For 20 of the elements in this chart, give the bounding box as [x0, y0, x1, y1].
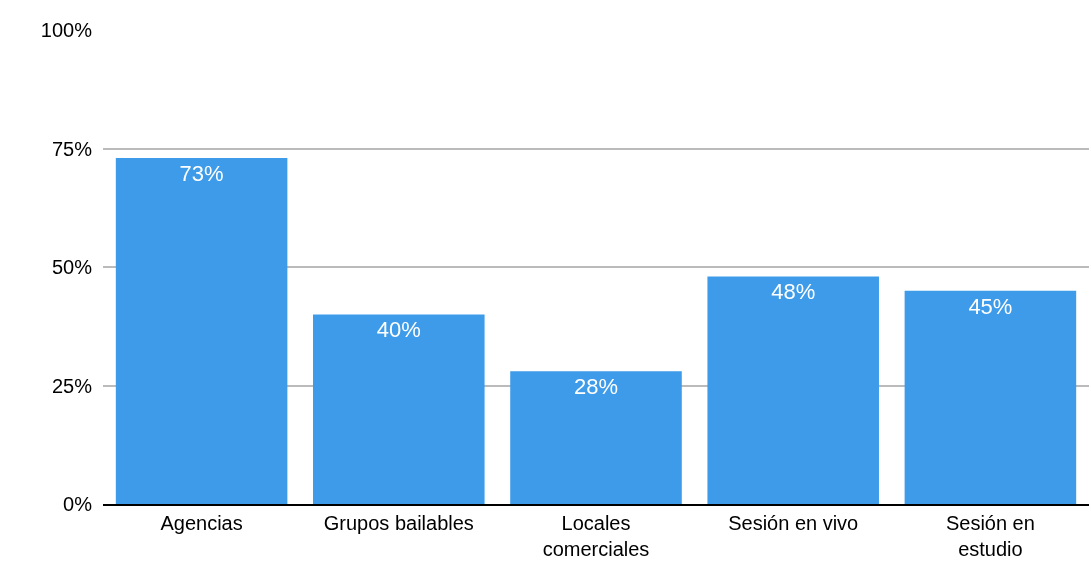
bar [313, 314, 485, 504]
bar [904, 290, 1077, 504]
y-tick-label: 75% [51, 137, 93, 160]
x-tick-label: Sesión en vivo [728, 512, 859, 534]
data-label: 28% [573, 374, 619, 400]
x-tick-label: Locales comerciales [542, 512, 650, 560]
y-tick-label: 0% [63, 493, 93, 515]
y-tick-label: 50% [51, 256, 93, 278]
bar [510, 371, 682, 504]
data-label: 45% [968, 293, 1013, 319]
x-tick-label: Sesión en estudio [945, 512, 1035, 560]
bar [707, 276, 879, 504]
bar [115, 157, 288, 504]
x-tick-label: Grupos bailables [323, 512, 474, 534]
y-tick-label: 25% [51, 374, 93, 397]
data-label: 48% [771, 279, 816, 305]
data-label: 40% [376, 317, 421, 343]
data-label: 73% [179, 160, 224, 186]
x-tick-label: Agencias [160, 512, 243, 534]
y-tick-label: 100% [40, 19, 93, 41]
